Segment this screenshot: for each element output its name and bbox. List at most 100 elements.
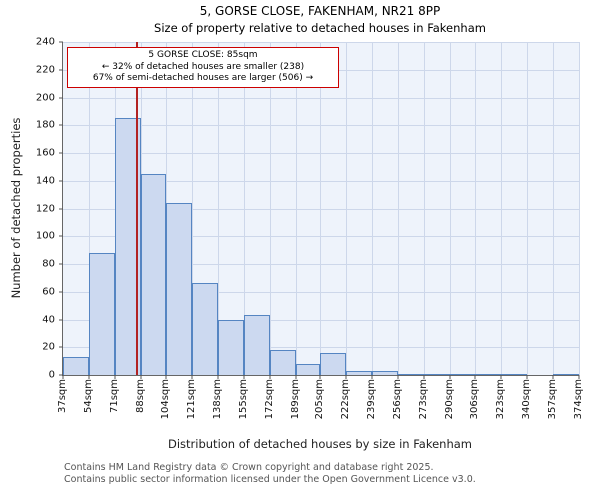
- x-tick-label: 37sqm: [57, 379, 68, 414]
- x-tick-mark: [500, 375, 502, 379]
- y-tick-label: 180: [35, 119, 55, 131]
- y-tick-mark: [59, 319, 63, 320]
- y-tick-mark: [59, 180, 63, 182]
- x-tick-label: 172sqm: [263, 379, 275, 420]
- x-tick-mark: [140, 375, 142, 379]
- grid-line-vertical: [295, 42, 297, 375]
- histogram-bar: [63, 356, 90, 375]
- histogram-bar: [191, 283, 218, 375]
- x-tick-mark: [191, 375, 193, 379]
- x-tick-mark: [474, 375, 476, 379]
- y-tick-mark: [59, 208, 63, 209]
- histogram-bar: [346, 370, 373, 375]
- y-tick-mark: [59, 263, 63, 265]
- y-tick-label: 20: [42, 341, 55, 353]
- x-tick-mark: [552, 375, 554, 379]
- grid-line-vertical: [579, 42, 580, 375]
- y-tick-label: 240: [35, 36, 55, 48]
- x-tick-mark: [62, 375, 64, 379]
- grid-line-vertical: [346, 42, 348, 375]
- x-tick-label: 323sqm: [494, 379, 506, 420]
- grid-line-vertical: [474, 42, 476, 375]
- x-tick-label: 71sqm: [109, 379, 121, 414]
- x-tick-label: 357sqm: [546, 379, 558, 420]
- y-axis-label: Number of detached properties: [9, 117, 23, 299]
- histogram-bar: [474, 373, 501, 375]
- y-tick-mark: [59, 97, 63, 98]
- chart-title: 5, GORSE CLOSE, FAKENHAM, NR21 8PP: [199, 4, 441, 18]
- histogram-bar: [450, 373, 475, 375]
- y-tick-mark: [59, 41, 63, 43]
- x-tick-mark: [269, 375, 271, 379]
- plot-area: 0 20 40 60 80 100 120 140 160 180 200 220 240 37sqm 54…: [36, 37, 584, 420]
- y-tick-mark: [59, 291, 63, 293]
- y-tick-label: 160: [35, 147, 55, 159]
- grid-line-vertical: [552, 42, 554, 375]
- y-tick-label: 120: [35, 203, 55, 214]
- histogram-bar: [424, 373, 451, 375]
- x-tick-label: 104sqm: [159, 379, 171, 420]
- x-tick-label: 222sqm: [340, 379, 352, 420]
- annotation-line: 67% of semi-detached houses are larger (…: [92, 73, 314, 84]
- histogram-bar: [500, 373, 527, 375]
- property-size-marker-line: [136, 42, 138, 375]
- x-tick-label: 54sqm: [83, 379, 95, 414]
- histogram-bar: [320, 352, 347, 375]
- y-tick-mark: [59, 346, 63, 348]
- histogram-bar: [269, 350, 296, 375]
- x-tick-mark: [165, 375, 167, 379]
- y-tick-mark: [59, 152, 63, 154]
- histogram-bar: [89, 252, 116, 375]
- x-tick-label: 88sqm: [135, 379, 147, 414]
- histogram-bar: [243, 315, 270, 375]
- x-tick-label: 256sqm: [392, 379, 404, 420]
- grid-line-vertical: [450, 42, 452, 375]
- histogram-bar: [552, 373, 579, 375]
- y-tick-mark: [59, 124, 63, 126]
- y-tick-mark: [59, 69, 63, 71]
- y-tick-mark: [59, 235, 63, 237]
- histogram-bar: [217, 319, 244, 375]
- x-tick-mark: [114, 375, 116, 379]
- y-tick-mark: [59, 374, 63, 376]
- x-tick-mark: [319, 375, 321, 379]
- grid-line-vertical: [243, 42, 245, 375]
- histogram-bar: [141, 173, 166, 375]
- footer: Contains HM Land Registry data © Crown c…: [64, 462, 476, 487]
- x-tick-mark: [449, 375, 451, 379]
- x-axis-label: Distribution of detached houses by size …: [168, 437, 472, 451]
- histogram-bar: [398, 373, 425, 375]
- x-tick-mark: [88, 375, 90, 379]
- histogram-bar: [165, 202, 192, 375]
- x-tick-label: 205sqm: [314, 379, 326, 420]
- x-tick-label: 306sqm: [468, 379, 480, 420]
- x-tick-mark: [371, 375, 373, 379]
- grid-line-vertical: [89, 42, 91, 375]
- grid-line-vertical: [191, 42, 193, 375]
- x-tick-mark: [345, 375, 347, 379]
- y-tick-label: 140: [35, 175, 55, 187]
- grid-line-vertical: [320, 42, 322, 375]
- histogram-bar: [295, 363, 321, 375]
- annotation-box: 5 GORSE CLOSE: 85sqm ← 32% of detached ho…: [67, 47, 339, 89]
- x-tick-mark: [243, 375, 245, 379]
- x-tick-label: 290sqm: [444, 379, 456, 420]
- y-tick-label: 80: [42, 258, 55, 270]
- x-tick-label: 340sqm: [520, 379, 532, 420]
- x-tick-label: 121sqm: [185, 379, 197, 420]
- y-tick-label: 60: [42, 286, 55, 298]
- x-tick-mark: [526, 375, 528, 379]
- x-tick-label: 239sqm: [366, 379, 378, 420]
- y-tick-label: 40: [42, 314, 55, 325]
- x-tick-mark: [397, 375, 399, 379]
- grid-line-vertical: [526, 42, 528, 375]
- x-tick-mark: [423, 375, 425, 379]
- x-tick-label: 138sqm: [211, 379, 223, 420]
- x-tick-label: 374sqm: [573, 379, 584, 420]
- histogram-bar: [372, 370, 399, 375]
- y-tick-label: 100: [35, 230, 55, 242]
- grid-line-vertical: [424, 42, 426, 375]
- grid-line-vertical: [398, 42, 400, 375]
- grid-line-vertical: [500, 42, 502, 375]
